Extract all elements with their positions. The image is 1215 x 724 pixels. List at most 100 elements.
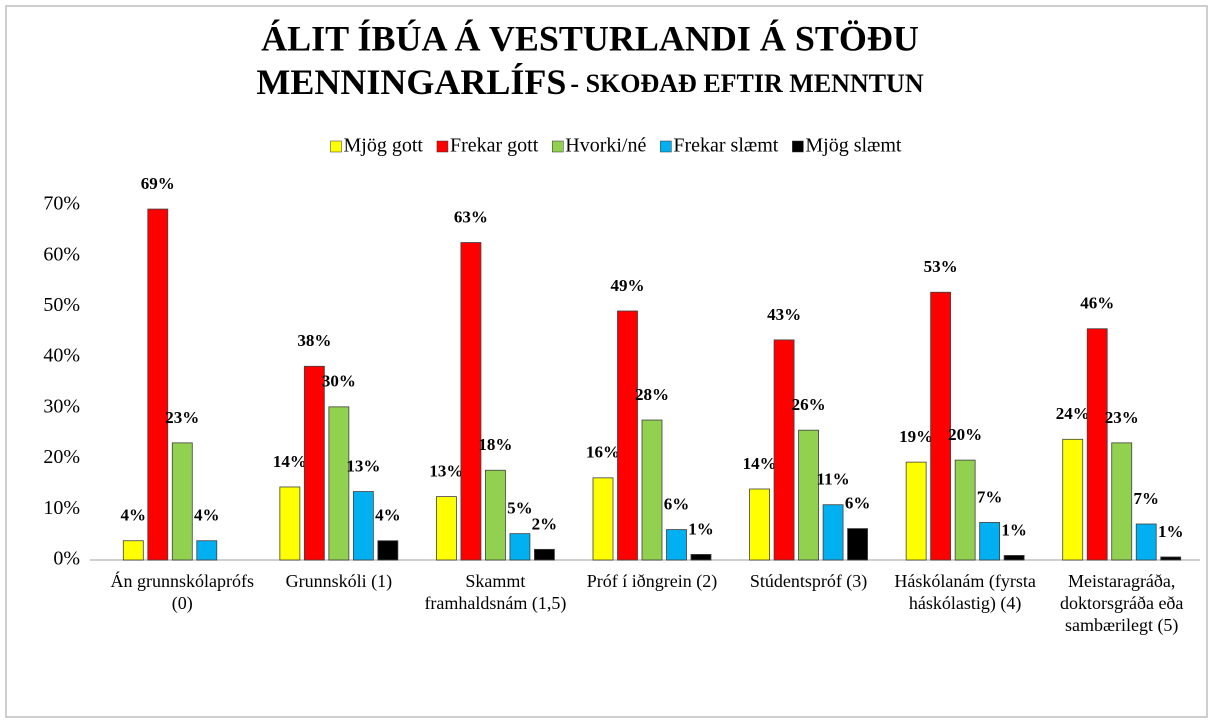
bar [534,548,555,561]
data-label: 1% [1158,522,1184,541]
legend-swatch [792,140,804,153]
legend-label: Hvorki/né [565,135,646,157]
data-label: 46% [1080,294,1114,313]
x-tick-label: Skammt framhaldsnám (1,5) [424,571,567,613]
data-label: 16% [586,443,620,462]
data-label: 2% [532,514,558,533]
bar [460,242,482,561]
legend: Mjög gott Frekar gott Hvorki/né Frekar slæm… [330,135,902,157]
bar [436,496,457,561]
y-tick-label: 40% [43,345,80,367]
data-label: 4% [194,506,220,525]
data-label: 6% [664,494,690,513]
data-label: 11% [817,470,850,489]
data-label: 24% [1056,404,1090,423]
legend-item: Mjög slæmt [792,135,902,157]
bar [979,522,1001,561]
bar [905,461,927,561]
bar [1111,442,1133,561]
data-label: 4% [121,506,147,525]
bar [592,477,614,561]
y-tick-label: 60% [43,243,80,265]
data-label: 20% [948,425,982,444]
data-label: 49% [611,276,645,295]
data-label: 28% [635,385,669,404]
legend-label: Mjög slæmt [805,135,902,157]
bar [749,488,770,561]
chart-subtitle: - SKOÐAÐ EFTIR MENNTUN [570,69,923,98]
legend-item: Hvorki/né [552,135,646,157]
data-label: 19% [899,427,933,446]
y-tick-label: 70% [43,193,80,215]
data-label: 4% [375,506,401,525]
y-tick-label: 50% [43,294,80,316]
legend-label: Frekar gott [450,135,539,157]
x-tick-label: Án grunnskólaprófs (0) [110,571,255,613]
bar [485,469,506,561]
data-label: 13% [346,456,380,475]
y-tick-label: 30% [43,395,80,417]
data-label: 26% [792,395,826,414]
bar [171,442,193,561]
bar [1135,523,1157,561]
x-tick-label: Grunnskóli (1) [285,571,393,591]
legend-item: Mjög gott [330,135,424,157]
data-label: 1% [1001,520,1027,539]
bar [328,406,350,561]
bar [773,339,795,561]
data-label: 5% [507,499,533,518]
bar [196,540,218,561]
bar [1062,438,1084,561]
bar [1160,556,1182,561]
data-label: 6% [845,493,871,512]
data-label: 30% [322,372,356,391]
chart-frame [5,5,1208,718]
bar [377,540,399,561]
bar [847,528,868,561]
bar [147,208,169,561]
legend-item: Frekar gott [436,135,539,157]
y-tick-label: 0% [53,548,80,570]
chart-title: MENNINGARLÍFS [256,62,566,102]
bar [617,310,638,561]
bar [954,459,976,561]
data-label: 23% [165,408,199,427]
chart-title: ÁLIT ÍBÚA Á VESTURLANDI Á STÖÐU [261,18,919,58]
bar [279,486,301,561]
legend-swatch [330,140,342,153]
data-label: 69% [141,174,175,193]
data-label: 18% [478,435,512,454]
data-label: 7% [977,487,1003,506]
data-label: 63% [454,207,488,226]
data-label: 23% [1105,408,1139,427]
y-tick-label: 10% [43,497,80,519]
data-label: 38% [297,331,331,350]
data-label: 53% [924,257,958,276]
bar [1086,328,1108,561]
bar [798,429,819,561]
bar [641,419,663,561]
x-tick-label: Meistaragráða, doktorsgráða eða sambæril… [1059,571,1184,635]
bar [509,533,531,561]
data-label: 14% [743,454,777,473]
chart-title-line: MENNINGARLÍFS - SKOÐAÐ EFTIR MENNTUN [256,62,923,102]
bar [690,554,712,561]
data-label: 13% [429,462,463,481]
y-tick-label: 20% [43,446,80,468]
data-label: 1% [688,519,714,538]
x-tick-label: Háskólanám (fyrsta háskólastig) (4) [894,571,1036,613]
bar [930,291,952,561]
legend-swatch [436,140,449,153]
bar [352,491,374,561]
bar [303,365,325,561]
data-label: 7% [1133,489,1159,508]
bar [666,529,687,561]
legend-swatch [552,140,564,153]
legend-swatch [660,140,672,153]
legend-label: Mjög gott [344,135,424,157]
x-tick-label: Stúdentspróf (3) [749,571,868,591]
data-label: 43% [767,305,801,324]
x-tick-label: Próf í iðngrein (2) [586,571,718,591]
